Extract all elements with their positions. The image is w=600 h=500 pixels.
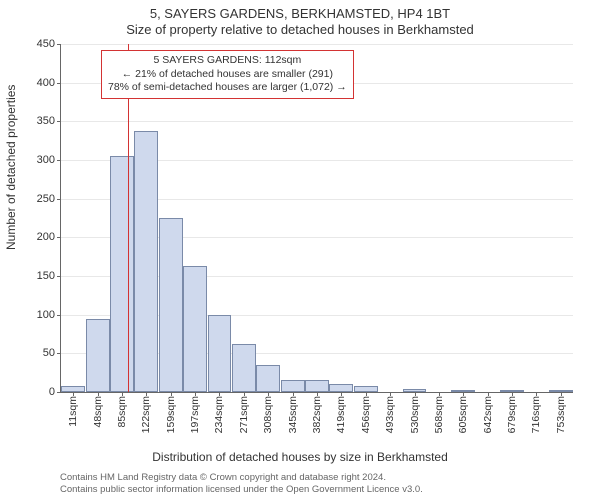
x-tick-label: 48sqm — [92, 396, 104, 428]
annotation-box: 5 SAYERS GARDENS: 112sqm ← 21% of detach… — [101, 50, 354, 99]
page-title-line2: Size of property relative to detached ho… — [0, 22, 600, 38]
x-tick-label: 85sqm — [116, 396, 128, 428]
x-tick-label: 642sqm — [482, 396, 494, 433]
x-tick-label: 679sqm — [506, 396, 518, 433]
y-tick-label: 250 — [37, 193, 55, 205]
y-tick-label: 50 — [43, 347, 55, 359]
y-tick-label: 350 — [37, 115, 55, 127]
bar — [500, 390, 524, 392]
bar — [208, 315, 232, 392]
bar — [232, 344, 256, 392]
bar — [281, 380, 305, 392]
x-tick-label: 530sqm — [409, 396, 421, 433]
x-tick-label: 568sqm — [433, 396, 445, 433]
chart-container: 5, SAYERS GARDENS, BERKHAMSTED, HP4 1BT … — [0, 0, 600, 500]
bar — [549, 390, 573, 392]
plot-area: 5 SAYERS GARDENS: 112sqm ← 21% of detach… — [60, 44, 573, 393]
x-tick-label: 753sqm — [555, 396, 567, 433]
x-tick-label: 456sqm — [360, 396, 372, 433]
x-tick-label: 197sqm — [189, 396, 201, 433]
bar — [110, 156, 134, 392]
y-tick-label: 300 — [37, 154, 55, 166]
annotation-line1: 5 SAYERS GARDENS: 112sqm — [108, 54, 347, 68]
x-tick-label: 122sqm — [140, 396, 152, 433]
bar — [183, 266, 207, 392]
footer-line1: Contains HM Land Registry data © Crown c… — [60, 472, 423, 484]
y-axis-label: Number of detached properties — [4, 85, 18, 250]
x-tick-label: 308sqm — [262, 396, 274, 433]
annotation-line2: ← 21% of detached houses are smaller (29… — [108, 68, 347, 82]
bar — [403, 389, 427, 392]
footer-line2: Contains public sector information licen… — [60, 484, 423, 496]
bar — [354, 386, 378, 392]
bar — [61, 386, 85, 392]
x-tick-label: 11sqm — [67, 396, 79, 427]
y-tick-label: 100 — [37, 309, 55, 321]
y-tick-label: 0 — [49, 386, 55, 398]
bar — [256, 365, 280, 392]
x-tick-label: 234sqm — [213, 396, 225, 433]
bar — [134, 131, 158, 392]
y-tick-label: 400 — [37, 77, 55, 89]
x-tick-label: 716sqm — [530, 396, 542, 433]
x-tick-label: 271sqm — [238, 396, 250, 433]
bar — [159, 218, 183, 392]
footer: Contains HM Land Registry data © Crown c… — [60, 472, 423, 496]
bar — [305, 380, 329, 392]
y-tick-label: 150 — [37, 270, 55, 282]
y-tick-mark — [57, 392, 61, 393]
title-block: 5, SAYERS GARDENS, BERKHAMSTED, HP4 1BT … — [0, 0, 600, 39]
page-title-line1: 5, SAYERS GARDENS, BERKHAMSTED, HP4 1BT — [0, 6, 600, 22]
x-tick-label: 605sqm — [457, 396, 469, 433]
x-tick-label: 493sqm — [384, 396, 396, 433]
bar — [86, 319, 110, 392]
x-tick-label: 345sqm — [287, 396, 299, 433]
y-tick-label: 450 — [37, 38, 55, 50]
x-tick-label: 382sqm — [311, 396, 323, 433]
x-axis-label: Distribution of detached houses by size … — [0, 450, 600, 464]
bar — [451, 390, 475, 392]
x-tick-label: 159sqm — [165, 396, 177, 433]
y-tick-label: 200 — [37, 231, 55, 243]
annotation-line3: 78% of semi-detached houses are larger (… — [108, 81, 347, 95]
x-tick-label: 419sqm — [335, 396, 347, 433]
bar — [329, 384, 353, 392]
